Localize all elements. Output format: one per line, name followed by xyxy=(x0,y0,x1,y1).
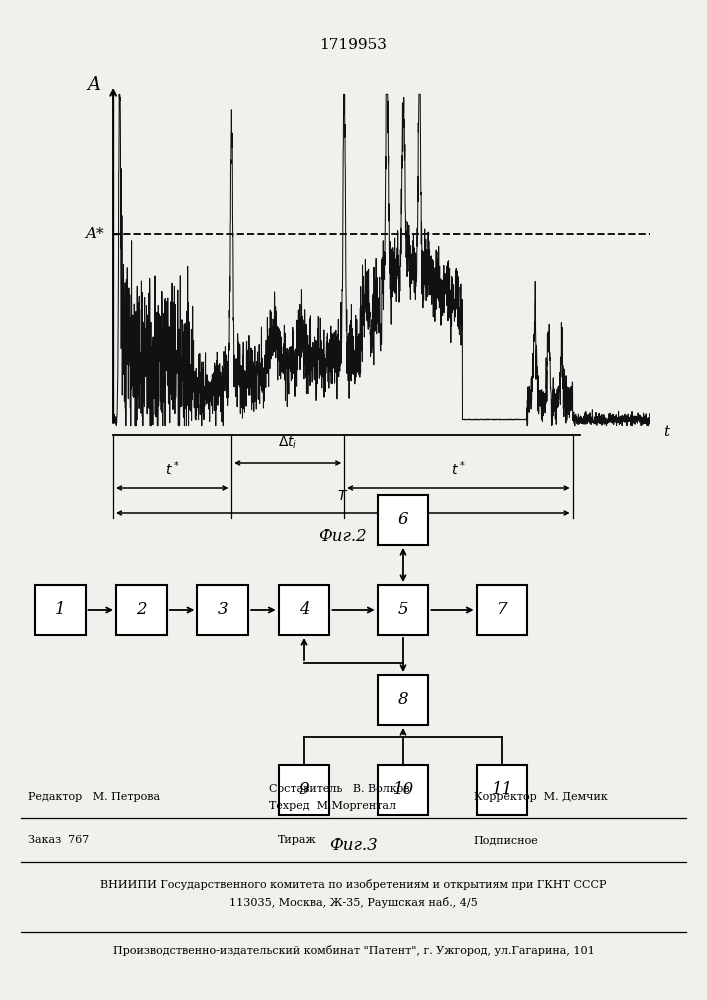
Text: Редактор   М. Петрова: Редактор М. Петрова xyxy=(28,792,160,802)
Bar xyxy=(477,765,527,815)
Bar xyxy=(116,585,167,635)
Bar xyxy=(378,585,428,635)
Text: t: t xyxy=(663,425,670,439)
Bar xyxy=(378,675,428,725)
Text: 113035, Москва, Ж-35, Раушская наб., 4/5: 113035, Москва, Ж-35, Раушская наб., 4/5 xyxy=(229,896,478,908)
Bar xyxy=(279,765,329,815)
Text: 5: 5 xyxy=(397,601,409,618)
Text: A: A xyxy=(88,76,101,94)
Bar xyxy=(477,585,527,635)
Text: 1719953: 1719953 xyxy=(320,38,387,52)
Bar xyxy=(279,585,329,635)
Text: 4: 4 xyxy=(298,601,310,618)
Text: Техред  М.Моргентал: Техред М.Моргентал xyxy=(269,801,396,811)
Text: 11: 11 xyxy=(491,782,513,798)
Text: A*: A* xyxy=(85,227,104,241)
Text: $T$: $T$ xyxy=(337,489,349,503)
Text: Подписное: Подписное xyxy=(474,835,539,845)
Text: $\Delta t_i$: $\Delta t_i$ xyxy=(278,435,298,451)
Text: ВНИИПИ Государственного комитета по изобретениям и открытиям при ГКНТ СССР: ВНИИПИ Государственного комитета по изоб… xyxy=(100,880,607,890)
Text: 8: 8 xyxy=(397,692,409,708)
Text: 1: 1 xyxy=(54,601,66,618)
Text: Фиг.3: Фиг.3 xyxy=(329,837,378,854)
Bar xyxy=(197,585,248,635)
Text: 3: 3 xyxy=(217,601,228,618)
Text: Составитель   В. Волков: Составитель В. Волков xyxy=(269,784,409,794)
Text: 9: 9 xyxy=(298,782,310,798)
Text: 10: 10 xyxy=(392,782,414,798)
Text: $t^*$: $t^*$ xyxy=(451,459,466,478)
Bar xyxy=(378,495,428,545)
Text: Тираж: Тираж xyxy=(278,835,316,845)
Text: 6: 6 xyxy=(397,512,409,528)
Bar xyxy=(35,585,86,635)
Text: 2: 2 xyxy=(136,601,147,618)
Text: Фиг.2: Фиг.2 xyxy=(318,528,367,545)
Text: Производственно-издательский комбинат "Патент", г. Ужгород, ул.Гагарина, 101: Производственно-издательский комбинат "П… xyxy=(112,944,595,956)
Text: 7: 7 xyxy=(496,601,508,618)
Bar xyxy=(378,765,428,815)
Text: Корректор  М. Демчик: Корректор М. Демчик xyxy=(474,792,607,802)
Text: Заказ  767: Заказ 767 xyxy=(28,835,90,845)
Text: $t^*$: $t^*$ xyxy=(165,459,180,478)
